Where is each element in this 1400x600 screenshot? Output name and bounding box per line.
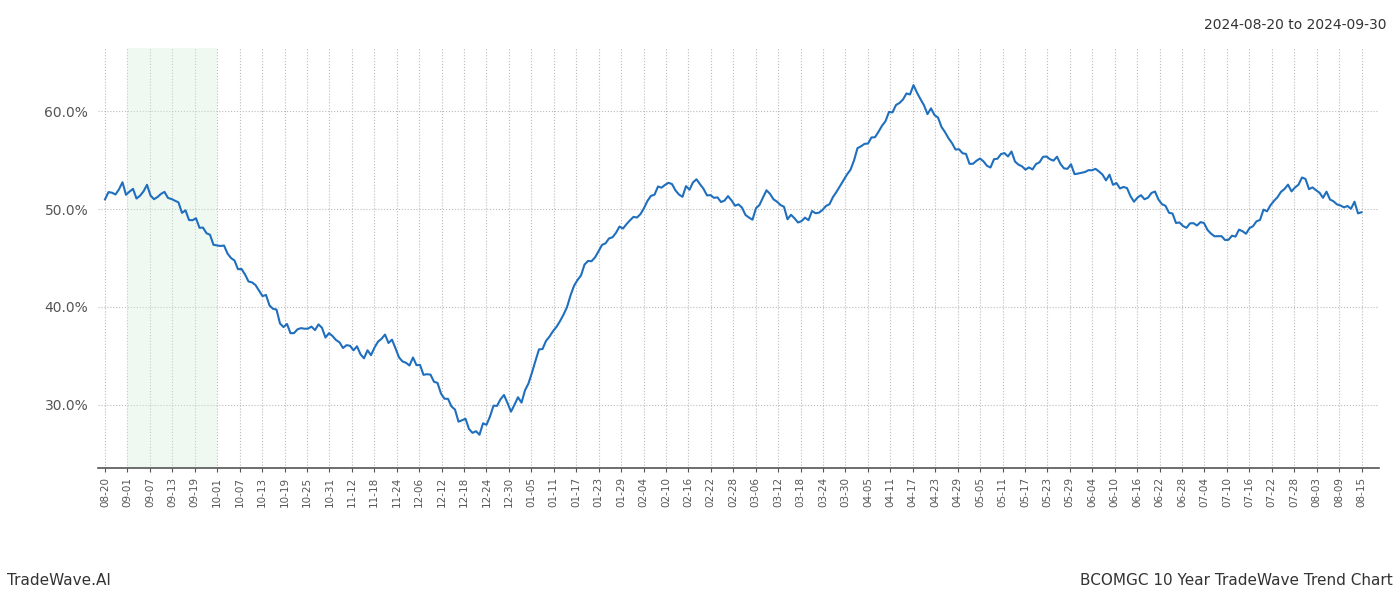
Text: 2024-08-20 to 2024-09-30: 2024-08-20 to 2024-09-30 (1204, 18, 1386, 32)
Text: TradeWave.AI: TradeWave.AI (7, 573, 111, 588)
Bar (127, 48, 217, 468)
Text: BCOMGC 10 Year TradeWave Trend Chart: BCOMGC 10 Year TradeWave Trend Chart (1081, 573, 1393, 588)
